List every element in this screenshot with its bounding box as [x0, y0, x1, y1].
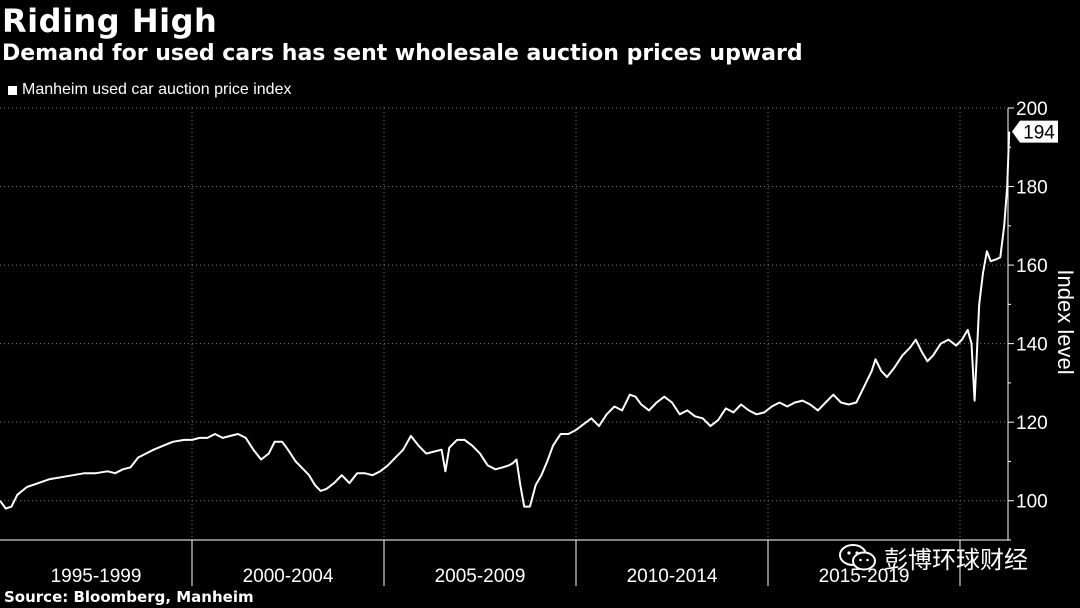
legend-label: Manheim used car auction price index: [22, 81, 292, 98]
y-tick-label: 180: [1016, 178, 1048, 199]
x-category-label: 2005-2009: [435, 566, 526, 587]
watermark-text: 彭博环球财经: [884, 546, 1028, 574]
y-axis-title: Index level: [1053, 269, 1078, 374]
series-line: [0, 131, 1011, 510]
x-category-label: 1995-1999: [51, 566, 142, 587]
chart-subtitle: Demand for used cars has sent wholesale …: [2, 41, 803, 66]
legend: Manheim used car auction price index: [8, 81, 291, 99]
x-category-label: 2000-2004: [243, 566, 334, 587]
source-note: Source: Bloomberg, Manheim: [4, 588, 254, 606]
y-tick-label: 200: [1016, 99, 1048, 120]
y-tick-label: 160: [1016, 256, 1048, 277]
chart-title: Riding High: [2, 2, 218, 40]
y-tick-label: 120: [1016, 413, 1048, 434]
y-tick-label: 100: [1016, 492, 1048, 513]
last-value-label: 194: [1023, 123, 1055, 144]
x-category-label: 2010-2014: [627, 566, 718, 587]
watermark: 彭博环球财经: [838, 540, 1028, 575]
last-value-badge: [1012, 120, 1058, 143]
legend-swatch: [8, 85, 17, 95]
wechat-icon: [839, 543, 876, 570]
x-category-label: 2015-2019: [819, 566, 910, 587]
y-tick-label: 140: [1016, 335, 1048, 356]
